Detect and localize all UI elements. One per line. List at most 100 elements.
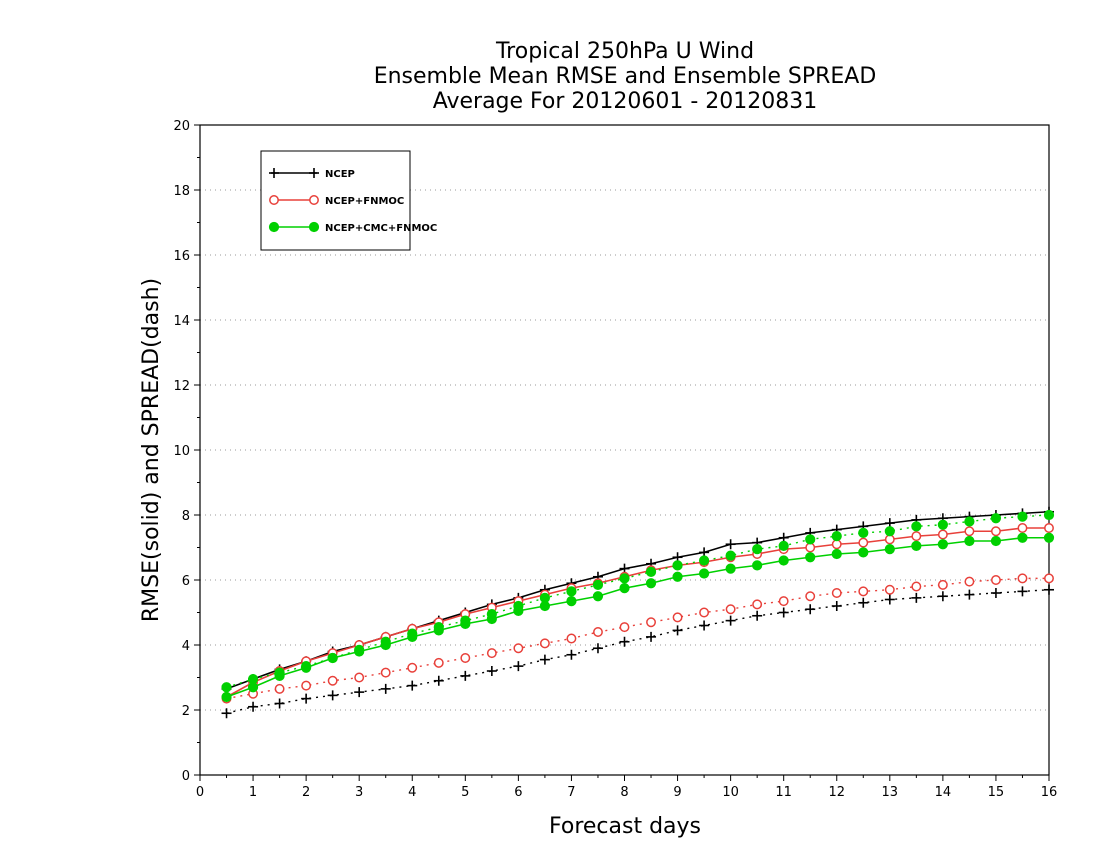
legend-marker-right-2	[308, 221, 320, 233]
spread-point-2-22	[805, 534, 816, 545]
spread-point-1-11	[513, 643, 524, 654]
spread-point-0-16	[646, 631, 657, 642]
x-tick-label-0: 0	[196, 785, 204, 800]
y-tick-label-3: 6	[182, 574, 190, 589]
spread-point-2-17	[672, 560, 683, 571]
spread-point-1-13	[566, 633, 577, 644]
spread-point-2-28	[964, 516, 975, 527]
x-tick-label-2: 2	[302, 785, 310, 800]
rmse-point-2-24	[858, 547, 869, 558]
chart-title-line-3: Average For 20120601 - 20120831	[433, 89, 818, 114]
spread-point-2-25	[884, 526, 895, 537]
spread-point-1-27	[937, 579, 948, 590]
spread-point-2-12	[539, 592, 551, 603]
spread-point-2-31	[1043, 509, 1055, 521]
x-tick-label-7: 7	[567, 785, 575, 800]
spread-point-0-6	[380, 683, 391, 694]
spread-point-0-2	[274, 698, 285, 709]
spread-point-0-28	[964, 589, 975, 600]
spread-point-0-8	[433, 675, 444, 686]
y-tick-label-4: 8	[182, 509, 190, 524]
spread-line-1	[226, 577, 1049, 700]
spread-point-1-18	[699, 607, 710, 618]
rmse-point-2-16	[645, 578, 657, 589]
spread-point-0-18	[699, 620, 710, 631]
spread-point-1-26	[911, 581, 922, 592]
spread-point-0-1	[248, 701, 259, 712]
x-tick-label-4: 4	[408, 785, 416, 800]
spread-point-0-9	[460, 670, 471, 681]
rmse-point-1-23	[831, 539, 842, 550]
x-tick-label-16: 16	[1041, 785, 1058, 800]
spread-point-2-7	[407, 628, 418, 639]
spread-point-2-30	[1017, 511, 1028, 522]
spread-point-0-25	[884, 594, 895, 605]
spread-point-2-24	[858, 527, 869, 538]
spread-point-0-4	[327, 690, 338, 701]
rmse-point-2-21	[778, 555, 789, 566]
rmse-point-1-29	[990, 526, 1001, 537]
spread-point-2-6	[380, 636, 391, 647]
rmse-point-2-31	[1043, 532, 1055, 543]
spread-point-2-27	[937, 519, 948, 530]
chart-title: Tropical 250hPa U Wind Ensemble Mean RMS…	[374, 39, 877, 114]
rmse-point-1-22	[805, 542, 816, 553]
spread-point-2-13	[566, 586, 577, 597]
spread-point-1-20	[752, 599, 763, 610]
y-tick-label-7: 14	[173, 314, 190, 329]
spread-point-1-31	[1044, 573, 1054, 584]
x-tick-label-9: 9	[673, 785, 681, 800]
series-1	[221, 523, 1054, 704]
rmse-point-2-13	[566, 596, 577, 607]
series-0	[221, 506, 1054, 719]
x-tick-label-1: 1	[249, 785, 257, 800]
x-tick-label-14: 14	[935, 785, 952, 800]
x-tick-label-5: 5	[461, 785, 469, 800]
spread-line-0	[226, 589, 1050, 714]
rmse-line-2	[226, 536, 1049, 698]
spread-point-2-3	[301, 661, 312, 672]
rmse-point-2-0	[221, 691, 232, 703]
spread-point-1-21	[778, 596, 789, 607]
rmse-point-1-31	[1044, 523, 1054, 533]
spread-point-2-10	[486, 609, 497, 620]
legend: NCEP NCEP+FNMOC NCEP+CMC+FNMOC	[260, 150, 437, 251]
rmse-point-2-25	[884, 544, 895, 555]
spread-point-0-7	[407, 680, 418, 691]
spread-point-2-16	[645, 566, 657, 577]
rmse-point-2-22	[805, 552, 816, 563]
spread-point-0-3	[301, 693, 312, 704]
spread-point-2-9	[460, 615, 471, 626]
rmse-point-1-25	[884, 534, 895, 545]
rmse-line-1	[226, 527, 1049, 698]
spread-point-0-19	[725, 615, 736, 626]
rmse-point-2-17	[672, 571, 683, 582]
spread-point-1-30	[1017, 573, 1028, 584]
x-tick-label-3: 3	[355, 785, 363, 800]
spread-point-2-14	[592, 579, 604, 590]
x-tick-label-10: 10	[722, 785, 739, 800]
rmse-point-2-30	[1017, 532, 1028, 543]
legend-label-1: NCEP+FNMOC	[325, 196, 404, 207]
rmse-point-2-29	[990, 535, 1002, 547]
spread-point-2-8	[433, 622, 444, 633]
rmse-line-0	[226, 510, 1050, 690]
y-tick-label-8: 16	[173, 249, 190, 264]
x-axis-label: Forecast days	[549, 814, 701, 839]
spread-point-1-4	[327, 675, 338, 686]
spread-point-1-7	[407, 662, 418, 673]
spread-point-0-23	[831, 601, 842, 611]
rmse-point-2-14	[592, 591, 604, 602]
spread-point-1-29	[990, 575, 1001, 585]
spread-point-2-21	[778, 540, 789, 551]
spread-point-0-12	[539, 654, 550, 665]
rmse-point-1-28	[964, 526, 975, 537]
spread-point-2-29	[990, 513, 1002, 524]
x-tick-label-11: 11	[775, 785, 792, 800]
spread-point-0-13	[566, 649, 577, 660]
spread-point-1-9	[460, 653, 471, 663]
spread-point-1-16	[646, 617, 656, 628]
spread-point-0-11	[513, 661, 524, 672]
